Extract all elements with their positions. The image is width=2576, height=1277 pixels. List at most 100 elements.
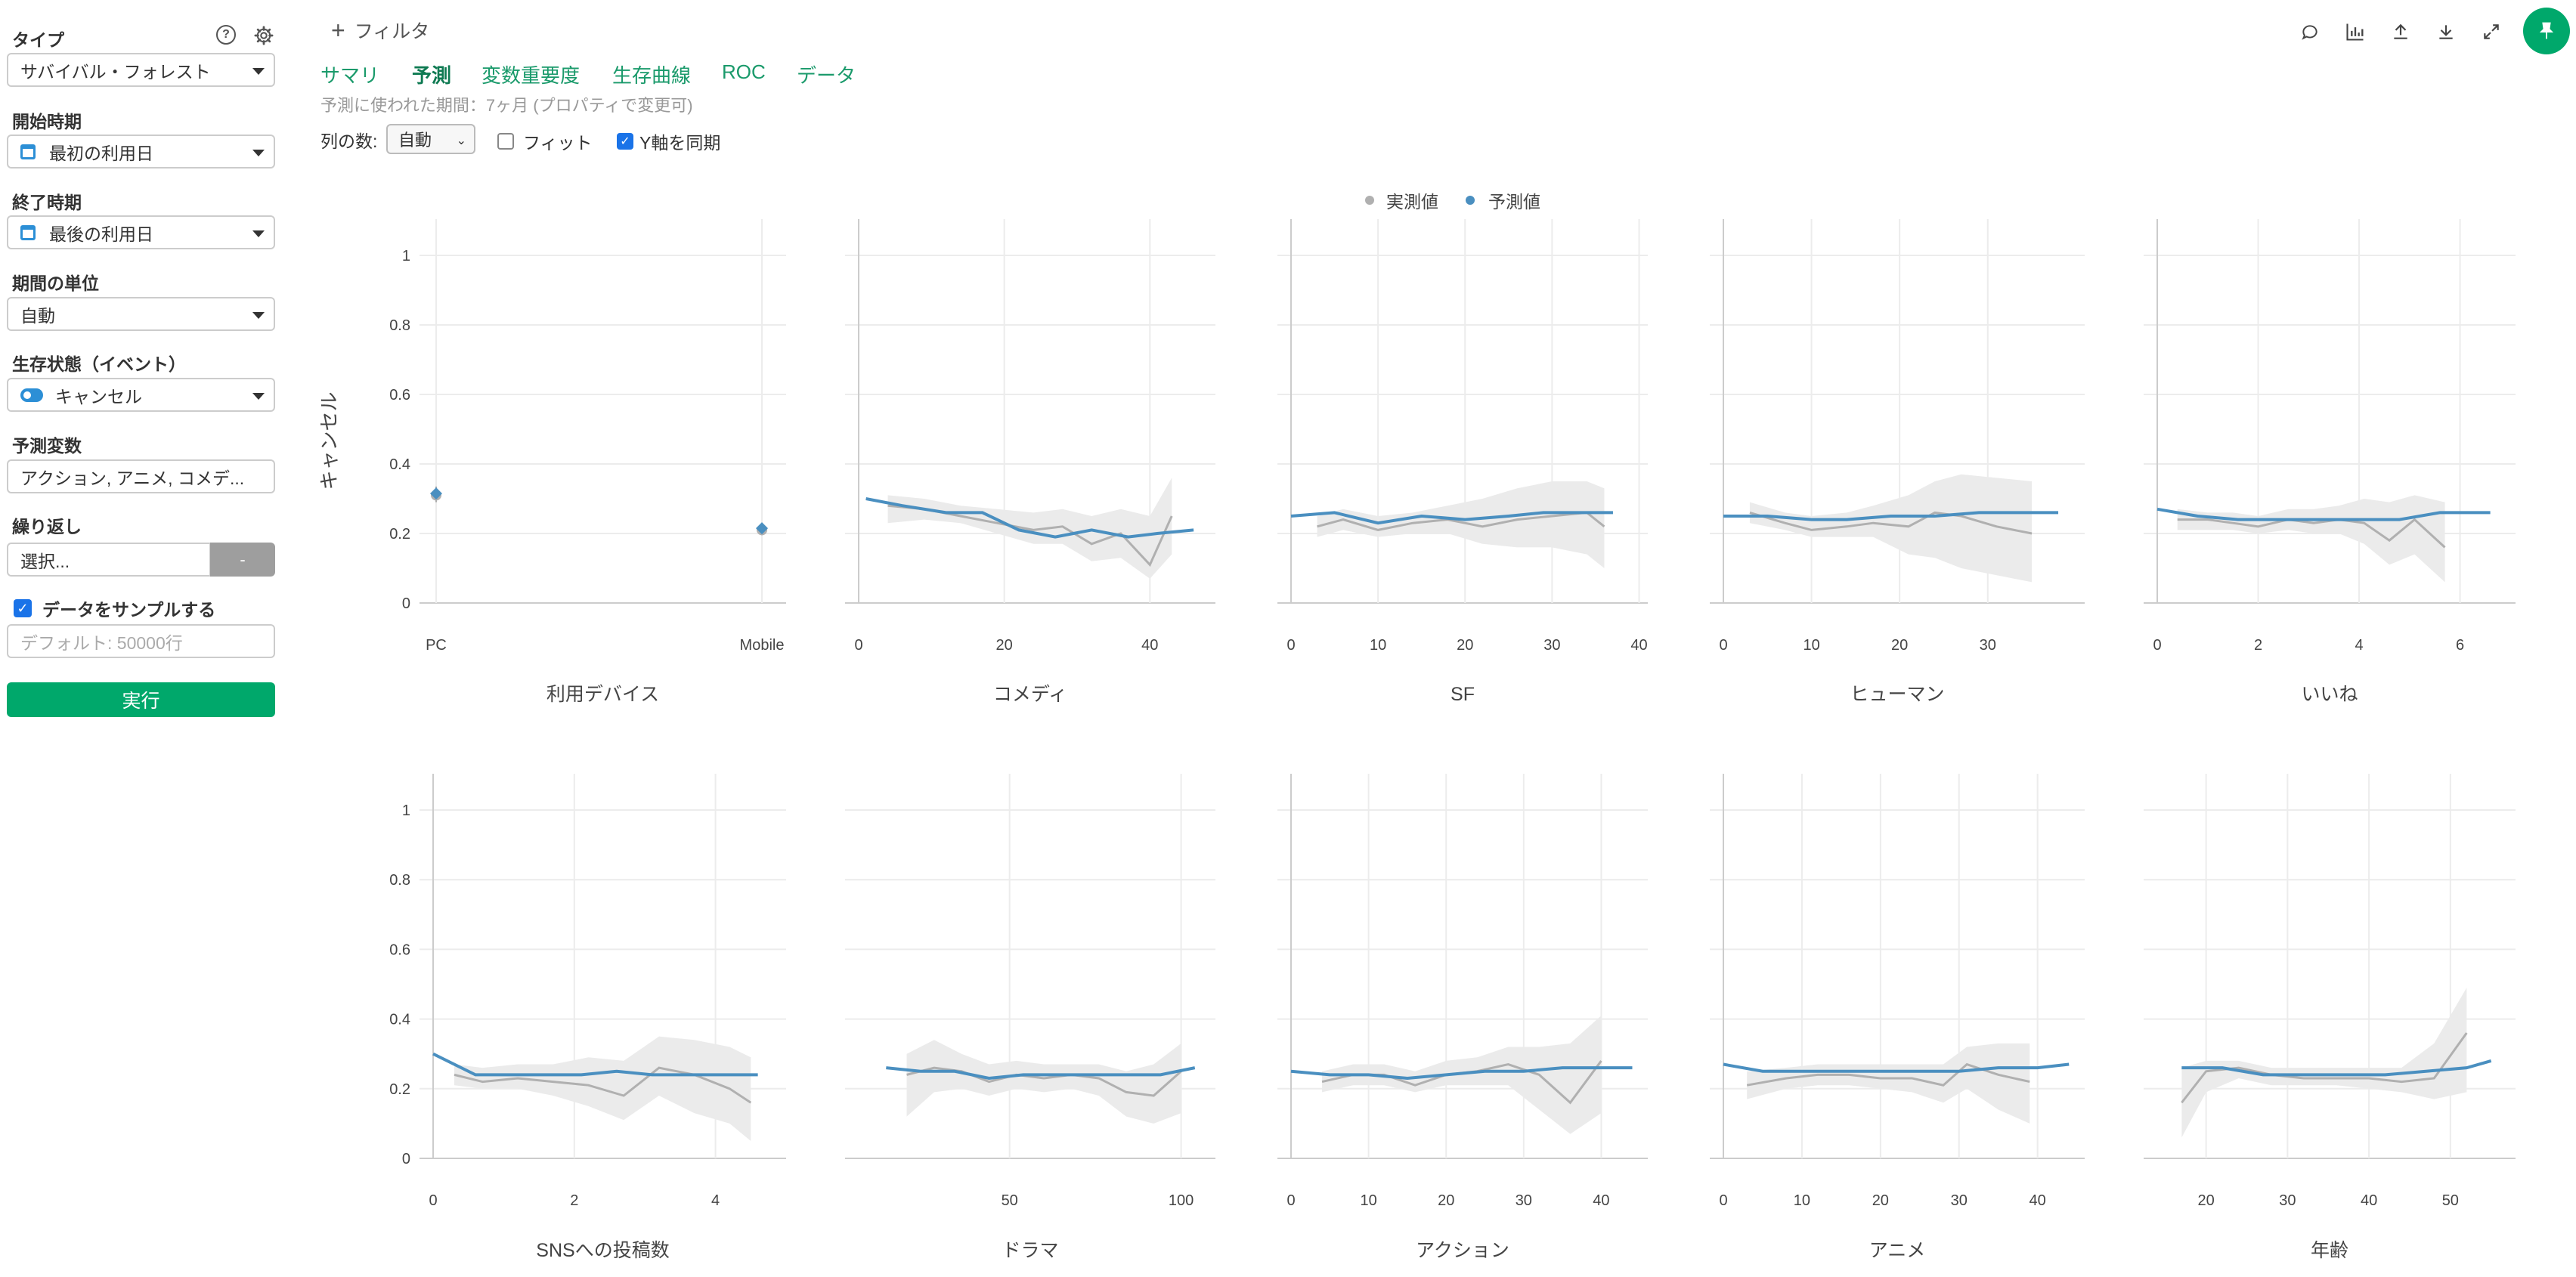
actual-line	[2177, 518, 2446, 549]
panel-title: コメディ	[993, 684, 1067, 705]
fit-checkbox[interactable]	[497, 133, 514, 150]
columns-select-value: 自動	[398, 131, 432, 150]
actual-line	[1317, 511, 1605, 531]
sample-checkbox[interactable]: ✓	[14, 599, 32, 617]
actual-line	[1749, 511, 2033, 535]
x-tick-label: 40	[1141, 637, 1158, 654]
repeat-button[interactable]: -	[210, 543, 275, 577]
legend-predicted-marker	[1466, 196, 1475, 205]
x-tick-label: 0	[1286, 1192, 1295, 1209]
y-tick-label: 0.6	[389, 387, 410, 404]
confidence-band	[906, 1040, 1181, 1124]
x-tick-label: 4	[711, 1192, 720, 1209]
x-tick-label: 30	[1543, 637, 1560, 654]
y-tick-label: 1	[402, 248, 410, 264]
chevron-down-icon	[252, 68, 265, 75]
toggle-icon	[20, 388, 43, 402]
x-tick-label: 20	[1457, 637, 1473, 654]
predicted-line	[2156, 507, 2491, 521]
predictors-label: 予測変数	[12, 436, 82, 456]
predicted-point	[430, 487, 442, 500]
gear-icon[interactable]	[252, 24, 275, 47]
pin-icon[interactable]	[2523, 8, 2570, 54]
tab-roc[interactable]: ROC	[722, 60, 766, 83]
predicted-line	[432, 1052, 758, 1077]
x-tick-label: 0	[854, 637, 862, 654]
x-tick-label: 40	[2030, 1192, 2046, 1209]
status-select-value: キャンセル	[55, 386, 142, 407]
type-select-value: サバイバル・フォレスト	[20, 61, 211, 82]
help-icon[interactable]: ?	[216, 25, 236, 45]
panel-title: アクション	[1416, 1240, 1509, 1261]
y-tick-label: 0.8	[389, 317, 410, 334]
predicted-point	[756, 522, 768, 535]
legend-actual-marker	[1365, 196, 1374, 205]
sample-checkbox-row[interactable]: ✓ データをサンプルする	[14, 595, 215, 621]
predicted-line	[1723, 511, 2059, 521]
tab-summary[interactable]: サマリ	[320, 64, 380, 87]
x-tick-label: 20	[1872, 1192, 1889, 1209]
unit-label: 期間の単位	[12, 274, 99, 293]
predictors-select-value: アクション, アニメ, コメデ...	[20, 468, 245, 488]
type-label: タイプ	[12, 30, 64, 50]
y-tick-label: 0.2	[389, 1081, 410, 1098]
start-select[interactable]: 最初の利用日	[7, 135, 275, 169]
expand-icon[interactable]	[2478, 18, 2505, 45]
repeat-select[interactable]: 選択...	[7, 543, 211, 577]
x-tick-label: 30	[1980, 637, 1996, 654]
type-select[interactable]: サバイバル・フォレスト	[7, 53, 275, 87]
unit-select[interactable]: 自動	[7, 297, 275, 331]
y-tick-label: 0.2	[389, 526, 410, 543]
predictors-select[interactable]: アクション, アニメ, コメデ...	[7, 459, 275, 493]
x-tick-label: 10	[1794, 1192, 1810, 1209]
fit-checkbox-row[interactable]: フィット	[497, 128, 593, 154]
sync-y-checkbox[interactable]: ✓	[617, 133, 633, 150]
repeat-label: 繰り返し	[12, 517, 82, 536]
x-tick-label: 40	[2361, 1192, 2377, 1209]
y-tick-label: 0	[402, 1151, 410, 1167]
period-note: 予測に使われた期間：7ヶ月 (プロパティで変更可)	[320, 96, 693, 115]
sync-y-label: Y軸を同期	[639, 133, 721, 153]
y-tick-label: 0.8	[389, 872, 410, 889]
download-icon[interactable]	[2432, 18, 2460, 45]
x-tick-label: Mobile	[740, 637, 785, 654]
x-tick-label: 40	[1593, 1192, 1609, 1209]
comment-icon[interactable]	[2296, 18, 2324, 45]
end-select[interactable]: 最後の利用日	[7, 215, 275, 249]
confidence-band	[2177, 495, 2445, 583]
repeat-select-placeholder: 選択...	[20, 551, 70, 571]
panel-title: いいね	[2301, 684, 2358, 705]
panel-title: SNSへの投稿数	[536, 1240, 669, 1261]
tab-prediction[interactable]: 予測	[412, 64, 452, 87]
tab-survival-curve[interactable]: 生存曲線	[612, 64, 692, 87]
status-select[interactable]: キャンセル	[7, 378, 275, 412]
predicted-line	[1723, 1062, 2070, 1073]
panel-title: SF	[1451, 684, 1475, 705]
upload-icon[interactable]	[2387, 18, 2414, 45]
chevron-down-icon	[252, 150, 265, 156]
x-tick-label: 10	[1370, 637, 1386, 654]
x-tick-label: 10	[1360, 1192, 1376, 1209]
filter-button[interactable]: + フィルタ	[331, 17, 429, 44]
tab-importance[interactable]: 変数重要度	[481, 64, 581, 87]
x-tick-label: 20	[1891, 637, 1908, 654]
legend-actual-label: 実測値	[1386, 192, 1438, 212]
fit-label: フィット	[523, 133, 593, 153]
x-tick-label: 30	[2279, 1192, 2296, 1209]
x-tick-label: 100	[1169, 1192, 1194, 1209]
x-tick-label: 0	[429, 1192, 437, 1209]
chevron-down-icon	[252, 230, 265, 237]
run-button[interactable]: 実行	[7, 682, 275, 717]
predicted-line	[2181, 1059, 2492, 1077]
sidebar: タイプ ? サバイバル・フォレスト 開始時期 最初の利用日 終了時期 最後の利用…	[0, 0, 287, 1277]
sync-y-checkbox-row[interactable]: ✓ Y軸を同期	[617, 128, 720, 154]
panel-title: ドラマ	[1002, 1240, 1058, 1261]
chart-icon[interactable]	[2342, 18, 2369, 45]
x-tick-label: 20	[1438, 1192, 1454, 1209]
x-tick-label: 0	[1719, 1192, 1727, 1209]
y-tick-label: 0.4	[389, 456, 410, 473]
tab-data[interactable]: データ	[797, 64, 856, 87]
sample-size-input[interactable]: デフォルト: 50000行	[7, 624, 275, 658]
columns-select[interactable]: 自動 ⌄	[386, 124, 475, 154]
